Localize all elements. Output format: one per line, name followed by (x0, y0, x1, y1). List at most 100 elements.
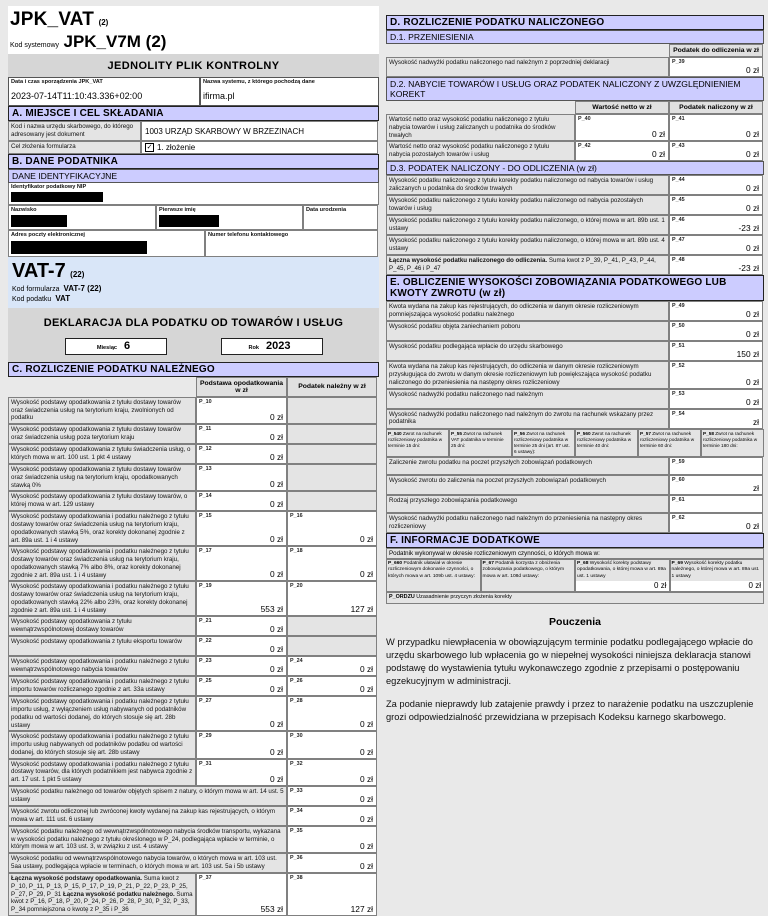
value-P_16: P_16 0 zł (287, 511, 377, 547)
month-label: Miesiąc (96, 344, 118, 351)
period-row: Miesiąc 6 Rok 2023 (8, 337, 379, 355)
table-row: Wysokość podstawy opodatkowania i podatk… (8, 581, 379, 617)
value-P_51: P_51 150 zł (669, 341, 763, 362)
source-system-value: ifirma.pl (203, 91, 235, 102)
value-P_26: P_26 0 zł (287, 676, 377, 697)
nip-redaction (11, 192, 103, 203)
field-label: Wysokość podatku naliczonego z tytułu ko… (386, 175, 669, 196)
return-option-P_540: P_540 Zwrot na rachunek rozliczeniowy po… (386, 428, 449, 457)
section-b-header: B. DANE PODATNIKA (8, 153, 379, 169)
table-row: Wysokość nadwyżki podatku naliczonego na… (386, 388, 764, 409)
field-label: Wysokość podstawy opodatkowania z tytułu… (8, 636, 196, 657)
value-P_47: P_47 0 zł (669, 235, 763, 256)
field-value: 0 zł (359, 793, 373, 804)
field-label: Wysokość podstawy opodatkowania i podatk… (8, 696, 196, 732)
name-row: Nazwisko Pierwsze imię Data urodzenia (8, 205, 379, 231)
firstname-label: Pierwsze imię (159, 207, 196, 214)
field-value: 0 zł (269, 773, 283, 784)
year-box: Rok 2023 (220, 337, 323, 355)
value-P_34: P_34 0 zł (287, 805, 377, 826)
label-segment: Łączna wysokość podatku naliczonego do o… (389, 257, 548, 265)
field-value: 0 zł (269, 479, 283, 490)
value-P_35: P_35 0 zł (287, 825, 377, 853)
field-code: P_23 (199, 658, 212, 665)
email-redaction (11, 240, 147, 254)
field-label: Wysokość podstawy opodatkowania z tytułu… (8, 464, 196, 492)
section-c-header: C. ROZLICZENIE PODATKU NALEŻNEGO (8, 361, 379, 377)
field-code: P_59 (672, 458, 685, 465)
field-code: P_62 (672, 514, 685, 521)
table-row: Wysokość podstawy opodatkowania i podatk… (8, 546, 379, 582)
table-row: Wysokość podstawy opodatkowania i podatk… (8, 758, 379, 786)
table-row: Wysokość nadwyżki podatku naliczonego na… (386, 57, 764, 77)
field-value: 0 zł (269, 664, 283, 675)
field-label: P_67 Podatnik korzysta z obniżenia zobow… (482, 560, 565, 579)
section-f-intro: Podatnik wykonywał w okresie rozliczenio… (386, 547, 764, 559)
field-label: Zaliczenie zwrotu podatku na poczet przy… (386, 456, 669, 475)
return-option-P_56: P_56 Zwrot na rachunek rozliczeniowy pod… (512, 428, 575, 457)
section-e-header: E. OBLICZENIE WYSOKOŚCI ZOBOWIĄZANIA POD… (386, 275, 764, 302)
value-P_18: P_18 0 zł (287, 546, 377, 582)
table-row: Wysokość podstawy opodatkowania z tytułu… (8, 491, 379, 512)
table-row: Łączna wysokość podatku naliczonego do o… (386, 255, 764, 276)
value-P_39: P_39 0 zł (669, 57, 763, 77)
field-value: zł (752, 416, 759, 427)
value-P_11: P_11 0 zł (196, 424, 287, 444)
value-P_24: P_24 0 zł (287, 656, 377, 677)
field-label: Wysokość podstawy opodatkowania z tytułu… (8, 491, 196, 512)
right-column: D. ROZLICZENIE PODATKU NALICZONEGO D.1. … (386, 6, 764, 916)
table-row: Wysokość podatku od wewnątrzwspólnotoweg… (8, 853, 379, 873)
field-value: 0 zł (359, 841, 373, 851)
field-label: Wysokość podstawy opodatkowania i podatk… (8, 546, 196, 582)
value-P_52: P_52 0 zł (669, 361, 763, 389)
nip-label: Identyfikator podatkowy NIP (11, 183, 87, 190)
form-code-row: Kod formularza VAT-7 (22) (12, 284, 375, 294)
field-code: P_14 (199, 493, 212, 500)
source-system-label: Nazwa systemu, z którego pochodzą dane (203, 79, 315, 85)
info-cell-P_67: P_67 Podatnik korzysta z obniżenia zobow… (480, 558, 575, 593)
nip-cell: Identyfikator podatkowy NIP (8, 182, 379, 206)
field-value: 0 zł (359, 664, 373, 675)
field-code: P_53 (672, 390, 685, 397)
vat7-title-version: (22) (70, 269, 85, 279)
table-row: Łączna wysokość podstawy opodatkowania. … (8, 873, 379, 916)
field-code: P_15 (199, 513, 212, 520)
table-row: Wysokość podstawy opodatkowania i podatk… (8, 656, 379, 677)
created-datetime-label: Data i czas sporządzenia JPK_VAT (11, 79, 103, 85)
table-row: Wysokość nadwyżki podatku naliczonego na… (386, 512, 764, 533)
table-row: Wysokość podatku naliczonego z tytułu ko… (386, 175, 764, 196)
field-value: 0 zł (651, 129, 665, 140)
field-value: 0 zł (576, 581, 669, 592)
empty-cell (287, 616, 377, 637)
field-value: 0 zł (745, 183, 759, 194)
field-code: P_540 (388, 430, 403, 436)
filing-purpose-row: Cel złożenia formularza ✓ 1. złożenie (8, 140, 379, 154)
field-code: P_12 (199, 446, 212, 452)
filing-purpose-value: ✓ 1. złożenie (141, 140, 378, 154)
field-value: 553 zł (260, 604, 283, 615)
field-value: 0 zł (745, 376, 759, 387)
field-code: P_18 (290, 548, 303, 555)
field-code: P_52 (672, 363, 685, 370)
field-label: Łączna wysokość podatku naliczonego do o… (386, 255, 669, 276)
declaration-banner-block: DEKLARACJA DLA PODATKU OD TOWARÓW I USŁU… (8, 307, 379, 362)
surname-redaction (11, 215, 67, 228)
field-label: Wysokość zwrotu do zaliczenia na poczet … (386, 474, 669, 495)
value-P_23: P_23 0 zł (196, 656, 287, 677)
table-row: Wysokość podatku podlegająca wpłacie do … (386, 341, 764, 362)
field-label: Wysokość podstawy opodatkowania i podatk… (8, 731, 196, 759)
vat7-title-line: VAT-7 (22) (12, 260, 375, 283)
table-row: Wartość netto oraz wysokość podatku nali… (386, 114, 764, 142)
empty-cell (287, 424, 377, 444)
field-value: 0 zł (269, 746, 283, 757)
info-cell-P_69: P_69 Wysokość korekty podatku należnego,… (669, 558, 764, 593)
filing-purpose-label: Cel złożenia formularza (8, 140, 141, 154)
phone-cell: Numer telefonu kontaktowego (205, 230, 378, 257)
field-value: -23 zł (738, 223, 759, 234)
column-header-tax: Podatek należny w zł (287, 376, 377, 397)
field-code: P_50 (672, 323, 685, 330)
field-label: Wysokość podatku od wewnątrzwspólnotoweg… (8, 853, 287, 873)
return-option-P_57: P_57 Zwrot na rachunek rozliczeniowy pod… (638, 428, 701, 457)
field-value: 150 zł (736, 349, 759, 360)
value-P_53: P_53 0 zł (669, 388, 763, 409)
